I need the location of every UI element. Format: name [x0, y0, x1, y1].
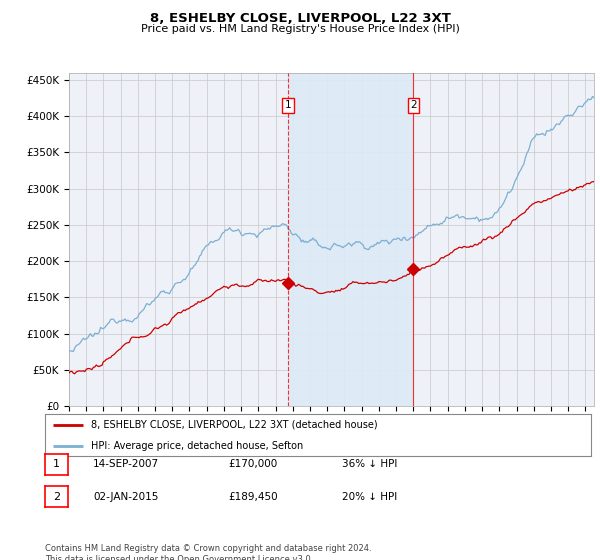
Text: 1: 1 — [53, 459, 60, 469]
Text: 36% ↓ HPI: 36% ↓ HPI — [342, 459, 397, 469]
Text: 8, ESHELBY CLOSE, LIVERPOOL, L22 3XT: 8, ESHELBY CLOSE, LIVERPOOL, L22 3XT — [149, 12, 451, 25]
Text: HPI: Average price, detached house, Sefton: HPI: Average price, detached house, Seft… — [91, 441, 304, 451]
Text: 8, ESHELBY CLOSE, LIVERPOOL, L22 3XT (detached house): 8, ESHELBY CLOSE, LIVERPOOL, L22 3XT (de… — [91, 420, 378, 430]
Text: 1: 1 — [284, 100, 291, 110]
Text: 2: 2 — [53, 492, 60, 502]
Bar — [288, 73, 413, 406]
Text: £170,000: £170,000 — [228, 459, 277, 469]
Text: £189,450: £189,450 — [228, 492, 278, 502]
Text: 2: 2 — [410, 100, 417, 110]
Text: 14-SEP-2007: 14-SEP-2007 — [93, 459, 159, 469]
Text: Contains HM Land Registry data © Crown copyright and database right 2024.
This d: Contains HM Land Registry data © Crown c… — [45, 544, 371, 560]
Text: Price paid vs. HM Land Registry's House Price Index (HPI): Price paid vs. HM Land Registry's House … — [140, 24, 460, 34]
Text: 20% ↓ HPI: 20% ↓ HPI — [342, 492, 397, 502]
Text: 02-JAN-2015: 02-JAN-2015 — [93, 492, 158, 502]
